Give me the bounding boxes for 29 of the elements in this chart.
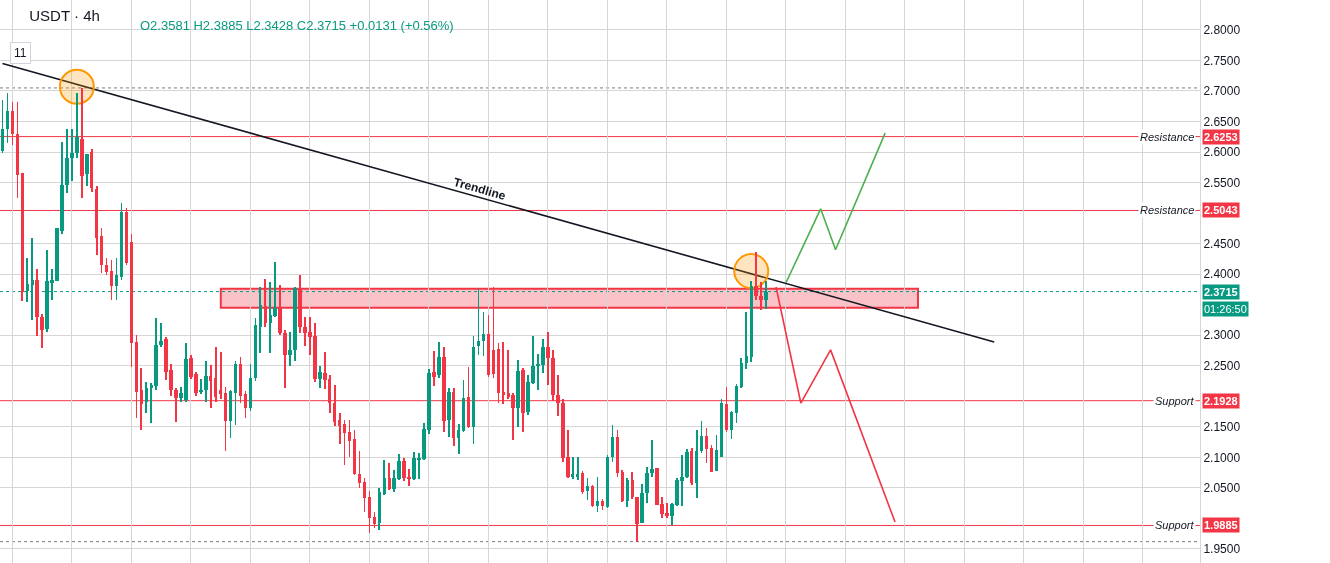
y-tick-label: 2.1500 <box>1203 420 1241 435</box>
ref-line-label: Support <box>1155 395 1195 407</box>
text: 01:26:50 <box>1204 303 1247 315</box>
annotation: 2.1928 <box>1204 395 1238 407</box>
annotation: 2.5043 <box>1204 204 1238 216</box>
y-tick-label: 2.4000 <box>1203 267 1241 282</box>
y-tick-label: 2.5500 <box>1203 175 1241 190</box>
annotation: 2.3715 <box>1204 286 1238 298</box>
annotation: 1.9885 <box>1204 519 1238 531</box>
ref-line-label: Support <box>1155 519 1195 531</box>
line-series <box>785 132 886 284</box>
y-tick-label: 2.0500 <box>1203 481 1241 496</box>
y-tick-label: 2.7500 <box>1203 53 1241 68</box>
ref-line-label: Resistance <box>1140 204 1195 216</box>
y-tick-label: 2.6000 <box>1203 145 1241 160</box>
y-tick-label: 2.6500 <box>1203 114 1241 129</box>
ref-line-label: Resistance <box>1140 131 1195 143</box>
y-tick-label: 2.3000 <box>1203 328 1241 343</box>
text: USDT · 4h <box>29 7 100 25</box>
candlestick <box>70 129 74 181</box>
text: O2.3581 H2.3885 L2.3428 C2.3715 +0.0131 (+0.56%) <box>140 18 454 33</box>
y-tick-label: 2.1000 <box>1203 450 1241 465</box>
y-tick-label: 2.7000 <box>1203 84 1241 99</box>
y-tick-label: 2.4500 <box>1203 236 1241 251</box>
y-tick-label: 1.9500 <box>1203 542 1241 557</box>
annotation: 2.6253 <box>1204 131 1238 143</box>
y-tick-label: 2.2500 <box>1203 358 1241 373</box>
y-tick-label: 2.8000 <box>1203 23 1241 38</box>
annotation: 11 <box>14 46 27 60</box>
